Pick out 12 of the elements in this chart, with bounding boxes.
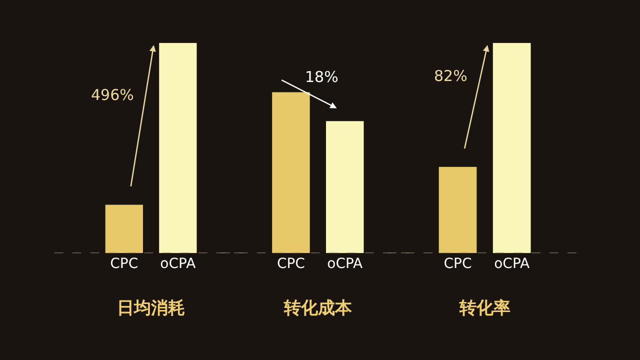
x-axis-title: 日均消耗 [117,298,186,318]
x-tick-label: oCPA [160,256,196,272]
x-axis-title: 转化成本 [282,298,353,318]
text: 18% [305,68,338,86]
x-tick-label: CPC [276,256,306,272]
annotation: 82% [434,67,468,85]
annotation: 496% [91,86,134,104]
x-tick-label: CPC [110,256,138,272]
x-axis-title: 转化率 [458,298,510,318]
x-tick-label: oCPA [494,256,530,272]
x-tick-label: CPC [444,256,472,272]
x-tick-label: oCPA [327,256,364,272]
